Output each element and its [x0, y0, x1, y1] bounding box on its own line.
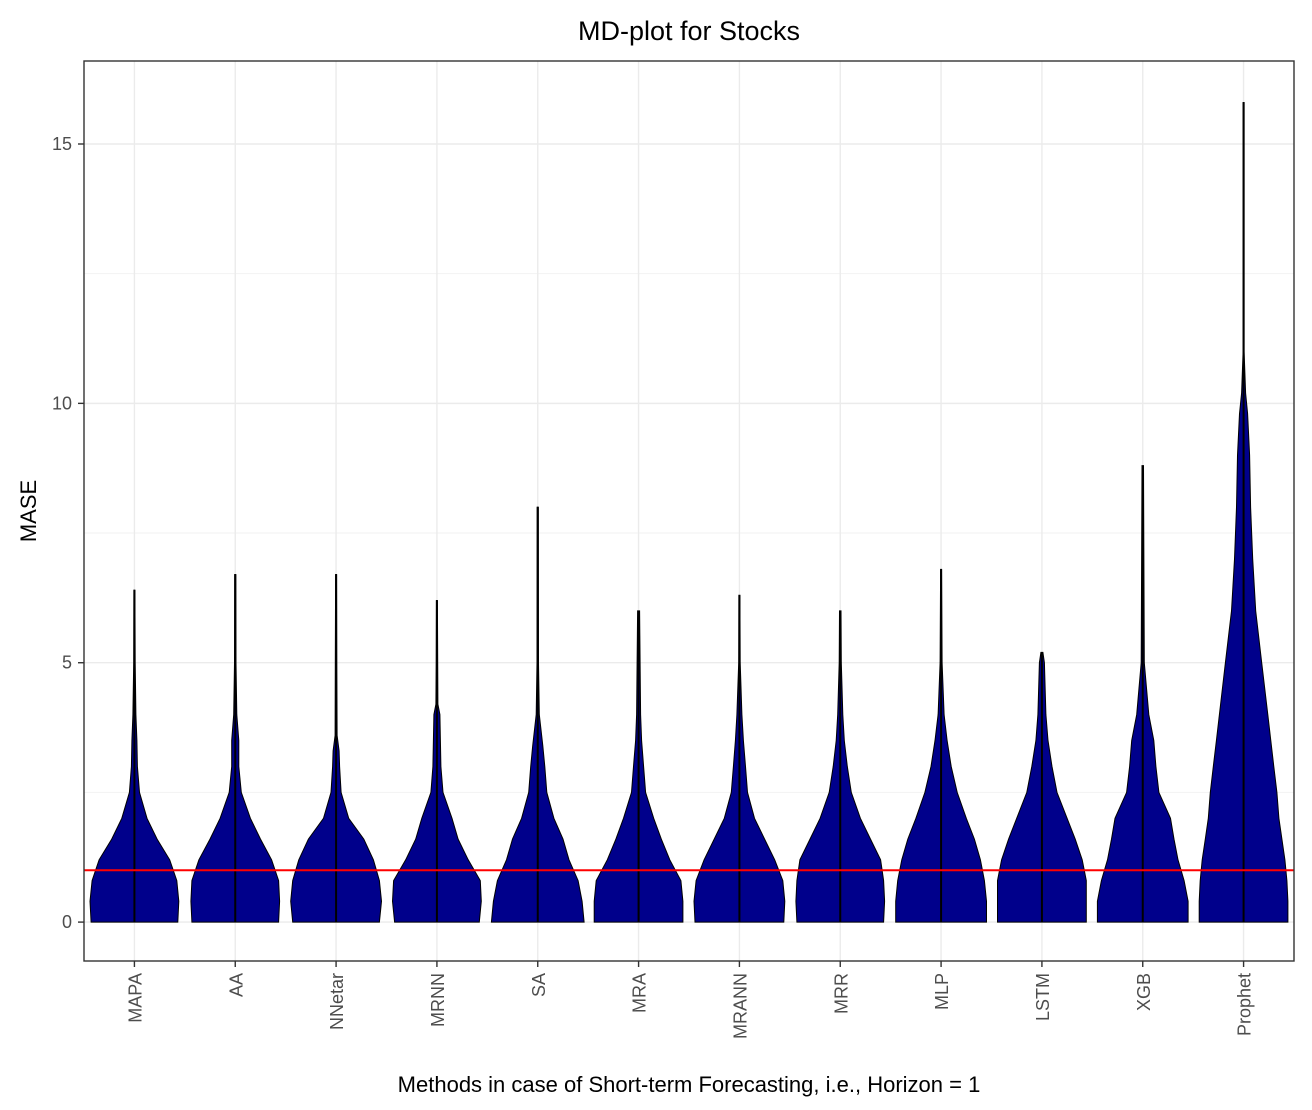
x-tick-label: MRA	[630, 973, 650, 1013]
x-tick-label: MRANN	[730, 973, 750, 1039]
x-axis-title: Methods in case of Short-term Forecastin…	[398, 1072, 981, 1097]
x-tick-label: MRNN	[428, 973, 448, 1027]
chart-title: MD-plot for Stocks	[578, 16, 800, 46]
grid	[84, 61, 1294, 961]
x-tick-label: MAPA	[125, 973, 145, 1023]
x-tick-label: AA	[226, 973, 246, 997]
panel-background	[84, 61, 1294, 961]
y-axis: 0 5 10 15	[52, 134, 84, 932]
x-tick-label: Prophet	[1235, 973, 1255, 1036]
x-tick-label: MLP	[932, 973, 952, 1010]
y-axis-title: MASE	[16, 480, 41, 542]
y-tick-label: 15	[52, 134, 72, 154]
panel-border	[83, 60, 1295, 962]
y-tick-label: 10	[52, 393, 72, 413]
y-tick-label: 0	[62, 912, 72, 932]
x-tick-label: MRR	[831, 973, 851, 1014]
x-tick-label: LSTM	[1033, 973, 1053, 1021]
x-axis: MAPA AA NNetar MRNN SA MRA MRANN MRR MLP LSTM XGB P…	[125, 961, 1255, 1039]
violins	[89, 102, 1289, 923]
y-tick-label: 5	[62, 653, 72, 673]
x-tick-label: NNetar	[327, 973, 347, 1030]
x-tick-label: SA	[529, 973, 549, 997]
x-tick-label: XGB	[1134, 973, 1154, 1011]
